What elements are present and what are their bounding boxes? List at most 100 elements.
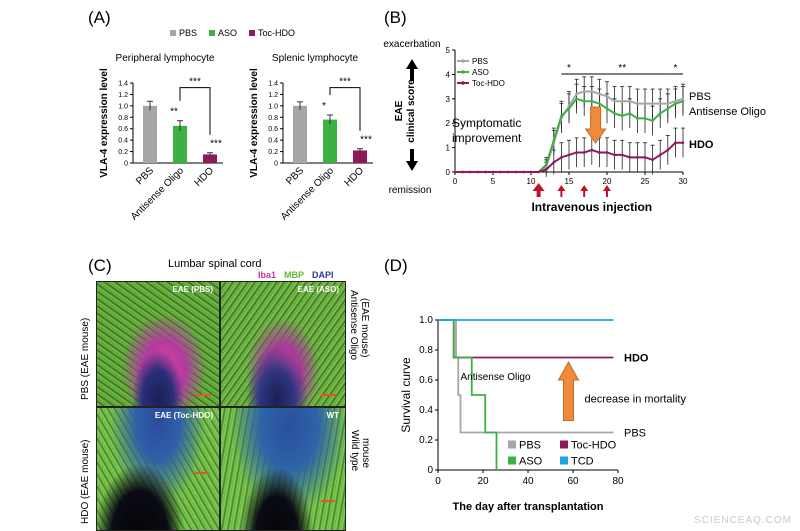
legend-label-1: ASO xyxy=(472,68,489,77)
series-point xyxy=(681,99,685,103)
series-point xyxy=(552,160,556,164)
micro-tile-label: WT xyxy=(326,411,339,420)
end-label-pbs: PBS xyxy=(624,428,646,440)
series-point xyxy=(598,92,601,96)
x-tick-label: 5 xyxy=(491,177,496,186)
x-tick-label: PBS xyxy=(284,165,306,187)
legend-toc-hdo: Toc-HDO xyxy=(249,28,295,38)
series-point xyxy=(544,168,548,171)
end-label-pbs: PBS xyxy=(689,91,711,103)
series-point xyxy=(628,156,632,159)
panel-a-letter: (A) xyxy=(88,8,111,27)
sig-label-0: * xyxy=(567,63,571,74)
survival-line-pbs xyxy=(438,319,614,434)
chart-title: Peripheral lymphocyte xyxy=(116,53,215,64)
series-point xyxy=(582,151,586,154)
x-tick-label: Antisense Oligo xyxy=(279,165,337,223)
end-label-hdo: HDO xyxy=(689,139,714,151)
series-point xyxy=(620,153,624,157)
y-axis-label-bottom: clinical score xyxy=(406,79,417,143)
y-tick-label: 1.0 xyxy=(118,103,128,110)
y-tick-label: 0.2 xyxy=(118,149,128,156)
scale-bar xyxy=(195,472,209,474)
legend-label-2: Toc-HDO xyxy=(472,79,505,88)
right-label-wt-1: Wild type xyxy=(349,430,360,472)
series-point xyxy=(658,112,662,115)
x-tick-label: 20 xyxy=(477,476,489,487)
scale-bar xyxy=(321,500,335,502)
stain-dapi: DAPI xyxy=(312,270,334,280)
legend-marker-1 xyxy=(461,70,465,74)
x-tick-label: 80 xyxy=(612,476,624,487)
series-point xyxy=(529,170,533,174)
panel-b-letter: (B) xyxy=(384,8,407,27)
series-point xyxy=(651,102,654,105)
series-point xyxy=(552,138,556,142)
annotation-line-2: improvement xyxy=(452,131,522,145)
series-point xyxy=(643,102,647,105)
series-point xyxy=(681,97,685,101)
eae-clinical-score-chart: exacerbation remission EAE clinical score 0 1… xyxy=(383,39,766,214)
x-tick-label: PBS xyxy=(134,165,156,187)
legend-swatch-0 xyxy=(508,440,516,449)
series-point xyxy=(620,99,624,103)
series-point xyxy=(666,148,670,152)
scale-bar xyxy=(195,394,211,396)
series-point xyxy=(620,114,624,118)
series-point xyxy=(514,170,518,174)
y-tick-label: 0 xyxy=(446,168,451,177)
x-tick-label: 40 xyxy=(522,476,534,487)
remission-arrow-icon xyxy=(406,149,418,171)
row-label-hdo: HDO (EAE mouse) xyxy=(80,439,91,524)
series-point xyxy=(575,151,578,154)
micro-tile-eae-pbs: EAE (PBS) xyxy=(96,281,220,407)
series-point xyxy=(628,112,632,115)
legend-marker-0 xyxy=(461,59,465,63)
sig-label-2: * xyxy=(673,63,677,74)
series-point xyxy=(575,97,578,101)
series-point xyxy=(643,156,647,159)
legend-label-0: PBS xyxy=(519,440,541,452)
legend-label-0: PBS xyxy=(472,57,488,66)
y-tick-label: 1.4 xyxy=(118,81,128,88)
bar-1 xyxy=(173,125,187,163)
series-point xyxy=(658,102,662,105)
arrow-label: decrease in mortality xyxy=(585,394,687,406)
injection-arrow-icon xyxy=(580,185,589,197)
injection-label: Intravenous injection xyxy=(531,200,652,214)
y-tick-label: 1 xyxy=(446,144,451,153)
series-point xyxy=(484,170,487,174)
survival-line-aso xyxy=(438,319,498,470)
y-tick-label: 0 xyxy=(427,465,433,476)
series-point xyxy=(476,170,480,174)
y-axis-label: VLA-4 expression level xyxy=(99,68,110,178)
x-tick-label: 10 xyxy=(527,177,536,186)
x-tick-label: HDO xyxy=(343,165,367,189)
series-point xyxy=(658,153,662,157)
x-tick-label: Antisense Oligo xyxy=(129,165,187,223)
series-point xyxy=(506,170,510,174)
top-label: exacerbation xyxy=(383,39,440,50)
sig-bracket xyxy=(179,87,211,135)
series-point xyxy=(560,114,563,118)
series-point xyxy=(613,153,616,157)
bar-0 xyxy=(143,105,157,163)
micro-tile-label: EAE (Toc-HDO) xyxy=(154,411,213,420)
series-point xyxy=(674,99,677,103)
legend-label-2: ASO xyxy=(519,456,543,468)
micro-tile-label: EAE (PBS) xyxy=(172,285,213,294)
series-point xyxy=(560,156,563,159)
legend-aso: ASO xyxy=(209,28,237,38)
sig-label-1: ** xyxy=(618,63,626,74)
panel-c-letter: (C) xyxy=(88,256,112,275)
legend-label-3: TCD xyxy=(571,456,594,468)
y-tick-label: 0.4 xyxy=(118,138,128,145)
series-point xyxy=(666,107,670,110)
mortality-arrow-icon xyxy=(557,360,580,421)
micro-tile-label: EAE (ASO) xyxy=(297,285,339,294)
y-tick-label: 0.4 xyxy=(419,405,433,416)
series-point xyxy=(598,151,601,154)
y-tick-label: 0.8 xyxy=(268,115,278,122)
chart-title: Splenic lymphocyte xyxy=(272,53,359,64)
series-point xyxy=(499,170,502,174)
